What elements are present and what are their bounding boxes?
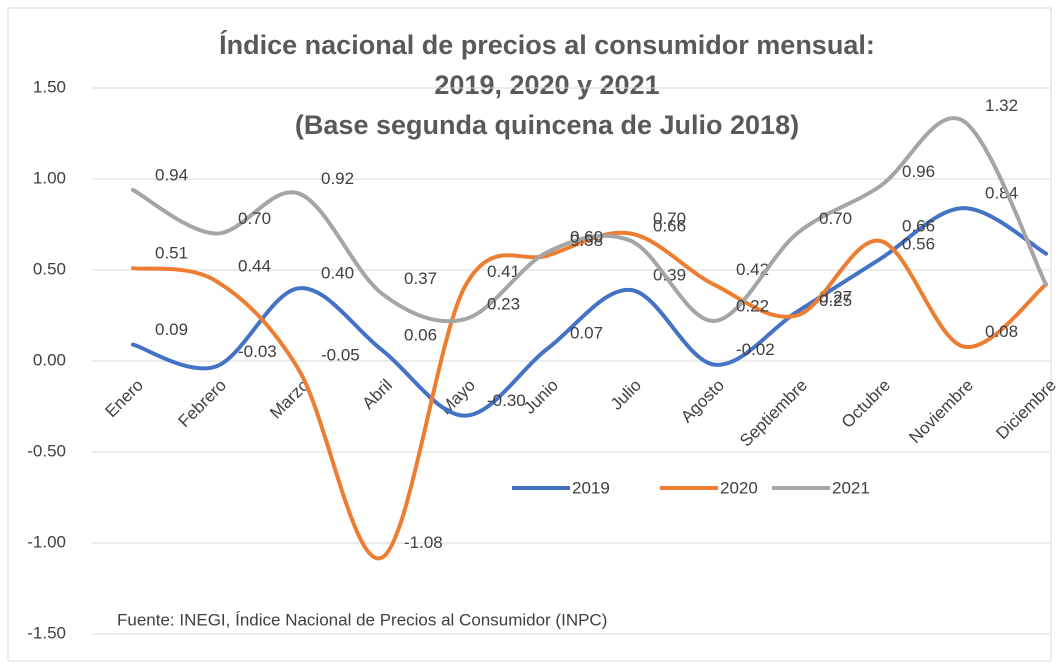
y-tick-label: 0.50 bbox=[33, 259, 66, 278]
data-label: 0.37 bbox=[404, 269, 437, 288]
data-label: 0.70 bbox=[653, 209, 686, 228]
data-label: 0.60 bbox=[570, 227, 603, 246]
y-tick-label: 0.00 bbox=[33, 350, 66, 369]
data-label: 0.27 bbox=[819, 287, 852, 306]
data-label: -1.08 bbox=[404, 533, 443, 552]
series-line bbox=[131, 206, 1048, 418]
chart-frame bbox=[7, 7, 1052, 662]
data-label: 0.25 bbox=[819, 291, 852, 310]
y-tick-label: 1.00 bbox=[33, 168, 66, 187]
data-label: -0.02 bbox=[736, 340, 775, 359]
data-label: 0.66 bbox=[653, 216, 686, 235]
data-label: 0.08 bbox=[985, 322, 1018, 341]
series-line bbox=[131, 230, 1048, 561]
data-label: 0.66 bbox=[902, 216, 935, 235]
source-note: Fuente: INEGI, Índice Nacional de Precio… bbox=[117, 610, 607, 629]
data-label: 0.51 bbox=[155, 244, 188, 263]
data-label: 0.70 bbox=[819, 209, 852, 228]
data-label: 0.40 bbox=[321, 264, 354, 283]
data-label: 0.84 bbox=[985, 184, 1018, 203]
data-label: 0.70 bbox=[238, 209, 271, 228]
legend-label: 2020 bbox=[720, 478, 758, 497]
data-label: 0.44 bbox=[238, 256, 271, 275]
data-label: 0.23 bbox=[487, 295, 520, 314]
data-label: 0.56 bbox=[902, 235, 935, 254]
chart-title: (Base segunda quincena de Julio 2018) bbox=[295, 110, 799, 140]
chart-title: Índice nacional de precios al consumidor… bbox=[219, 29, 875, 60]
series-line bbox=[131, 116, 1048, 324]
chart-title: 2019, 2020 y 2021 bbox=[434, 70, 659, 100]
y-tick-label: -0.50 bbox=[27, 441, 66, 460]
y-tick-label: -1.50 bbox=[27, 623, 66, 642]
data-label: 0.96 bbox=[902, 162, 935, 181]
data-label: 0.42 bbox=[736, 260, 769, 279]
legend-label: 2019 bbox=[572, 478, 610, 497]
data-label: 0.41 bbox=[487, 262, 520, 281]
data-label: -0.05 bbox=[321, 346, 360, 365]
data-label: -0.03 bbox=[238, 342, 277, 361]
data-label: -0.30 bbox=[487, 391, 526, 410]
data-label: 0.07 bbox=[570, 324, 603, 343]
data-label: 0.94 bbox=[155, 165, 188, 184]
data-label: 1.32 bbox=[985, 96, 1018, 115]
data-label: 0.06 bbox=[404, 326, 437, 345]
data-label: 0.92 bbox=[321, 169, 354, 188]
legend-label: 2021 bbox=[832, 478, 870, 497]
y-tick-label: -1.00 bbox=[27, 532, 66, 551]
y-tick-label: 1.50 bbox=[33, 77, 66, 96]
data-label: 0.22 bbox=[736, 296, 769, 315]
data-label: 0.09 bbox=[155, 320, 188, 339]
